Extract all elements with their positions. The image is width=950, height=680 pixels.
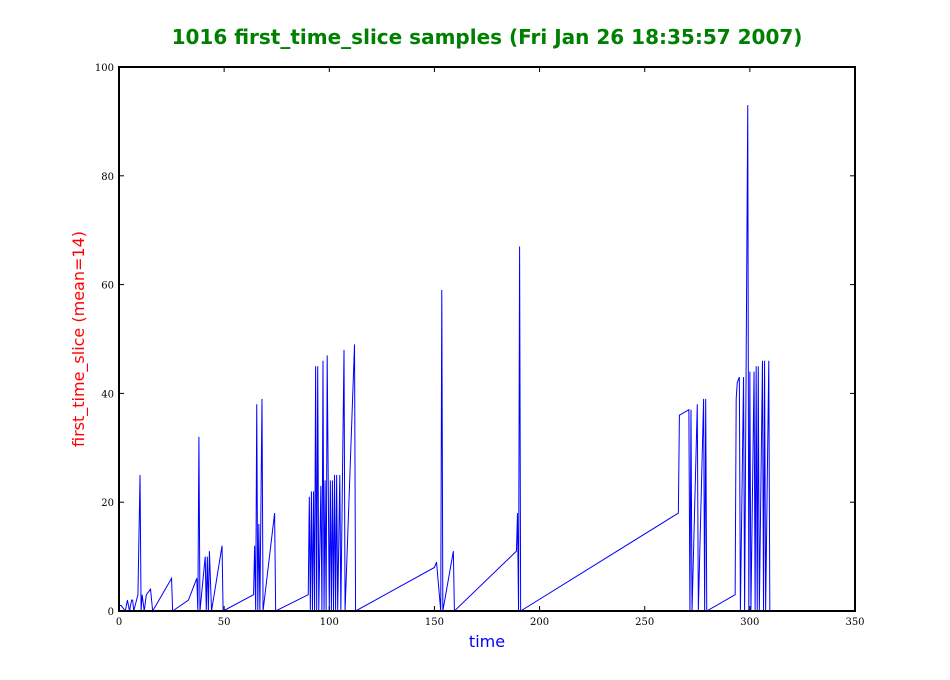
- x-tick-label: 300: [740, 617, 759, 628]
- y-tick-label: 60: [101, 281, 114, 292]
- x-tick-label: 100: [320, 617, 339, 628]
- chart-title: 1016 first_time_slice samples (Fri Jan 2…: [172, 25, 803, 49]
- x-tick-label: 250: [635, 617, 654, 628]
- x-tick-label: 150: [425, 617, 444, 628]
- data-line: [119, 105, 771, 613]
- y-tick-label: 0: [108, 607, 114, 618]
- y-tick-label: 80: [101, 172, 114, 183]
- x-axis-label: time: [469, 632, 505, 651]
- x-tick-label: 0: [116, 617, 122, 628]
- x-tick-label: 350: [845, 617, 864, 628]
- plot-frame: [118, 66, 856, 612]
- x-tick-label: 50: [218, 617, 231, 628]
- y-tick-label: 20: [101, 498, 114, 509]
- x-tick-label: 200: [530, 617, 549, 628]
- y-tick-label: 40: [101, 389, 114, 400]
- y-axis-label: first_time_slice (mean=14): [69, 231, 89, 447]
- y-tick-label: 100: [95, 63, 114, 74]
